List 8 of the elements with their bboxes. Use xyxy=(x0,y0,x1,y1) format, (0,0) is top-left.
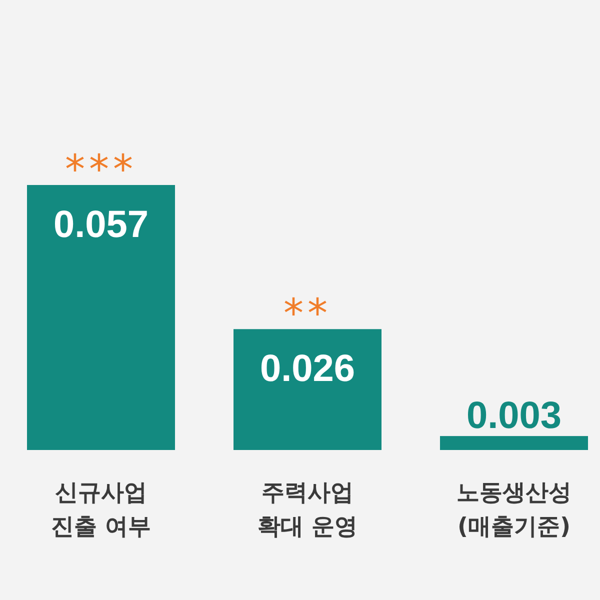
data-label: 0.026 xyxy=(260,348,356,390)
x-tick-label: 신규사업 진출 여부 xyxy=(50,480,152,540)
data-label: 0.003 xyxy=(466,395,562,438)
data-label: 0.057 xyxy=(53,204,149,246)
annotation: ** xyxy=(284,291,332,338)
x-tick-label: 노동생산성 (매출기준) xyxy=(456,480,572,540)
annotation: *** xyxy=(65,147,137,193)
x-tick-label: 주력사업 확대 운영 xyxy=(257,480,358,540)
